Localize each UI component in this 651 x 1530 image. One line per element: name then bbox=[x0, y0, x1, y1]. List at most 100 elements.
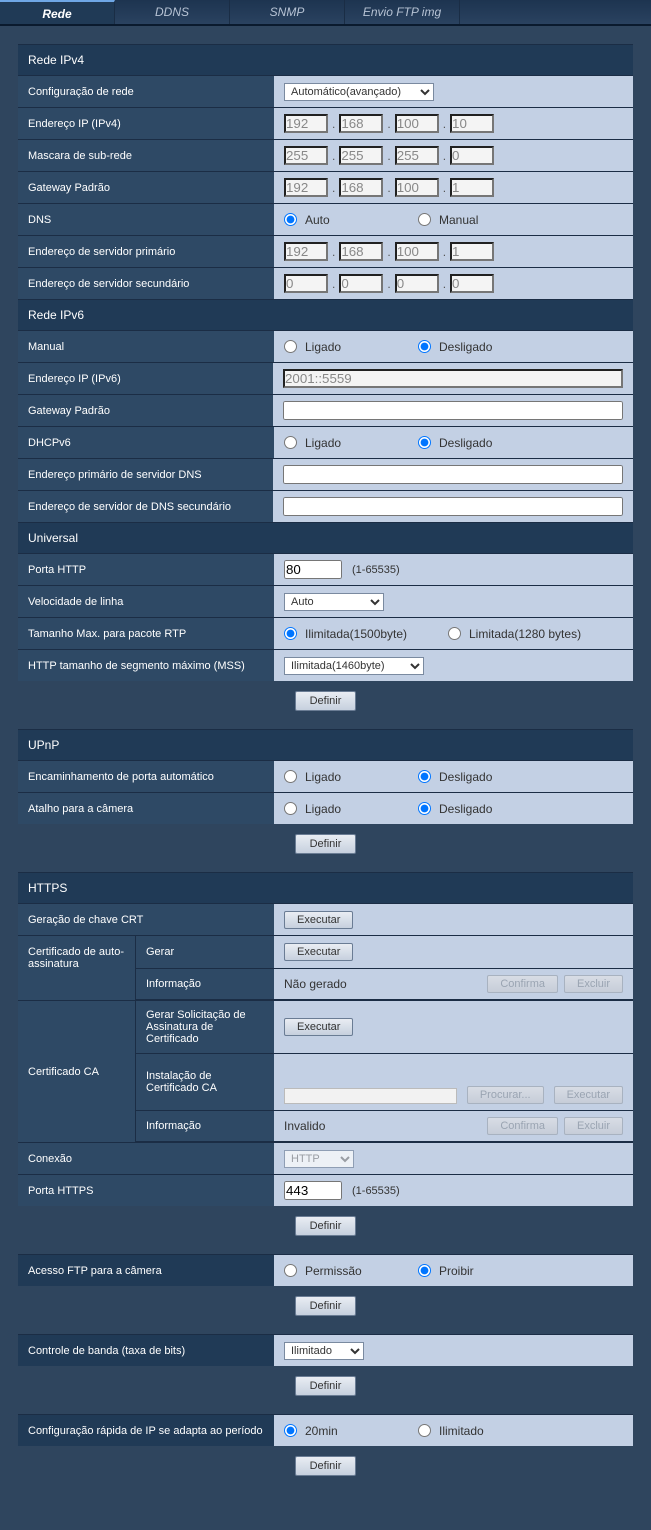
ipv4-addr-1[interactable] bbox=[284, 114, 328, 133]
ipquick-20-radio[interactable] bbox=[284, 1424, 297, 1437]
ftp-perm-label: Permissão bbox=[305, 1264, 362, 1278]
crt-exec-button[interactable]: Executar bbox=[284, 911, 353, 929]
ipv4-gw-4[interactable] bbox=[450, 178, 494, 197]
ftp-panel: Acesso FTP para a câmera Permissão Proib… bbox=[18, 1254, 633, 1316]
band-label: Controle de banda (taxa de bits) bbox=[18, 1335, 274, 1366]
upnp-fwd-off[interactable] bbox=[418, 770, 431, 783]
ipv4-mask-4[interactable] bbox=[450, 146, 494, 165]
upnp-shortcut-label: Atalho para a câmera bbox=[18, 793, 274, 824]
ipv6-sec-input[interactable] bbox=[283, 497, 623, 516]
tab-bar: Rede DDNS SNMP Envio FTP img bbox=[0, 0, 651, 26]
ipv4-prim-3[interactable] bbox=[395, 242, 439, 261]
ipv6-off-label: Desligado bbox=[439, 340, 492, 354]
upnp-fwd-on[interactable] bbox=[284, 770, 297, 783]
upnp-fwd-off-label: Desligado bbox=[439, 770, 492, 784]
rtp-unl-label: Ilimitada(1500byte) bbox=[305, 627, 407, 641]
ipv6-addr-label: Endereço IP (IPv6) bbox=[18, 363, 273, 394]
ipquick-unl-radio[interactable] bbox=[418, 1424, 431, 1437]
rtp-unlimited[interactable] bbox=[284, 627, 297, 640]
definir-button-5[interactable]: Definir bbox=[295, 1376, 357, 1396]
ipv4-config-select[interactable]: Automático(avançado) bbox=[284, 83, 434, 101]
ca-exec-button: Executar bbox=[554, 1086, 623, 1104]
ipv4-addr-3[interactable] bbox=[395, 114, 439, 133]
rtp-label: Tamanho Max. para pacote RTP bbox=[18, 618, 274, 649]
definir-button-6[interactable]: Definir bbox=[295, 1456, 357, 1476]
upnp-panel: UPnP Encaminhamento de porta automático … bbox=[18, 729, 633, 854]
mss-select[interactable]: Ilimitada(1460byte) bbox=[284, 657, 424, 675]
ipv4-prim-4[interactable] bbox=[450, 242, 494, 261]
ipv4-gw-3[interactable] bbox=[395, 178, 439, 197]
https-port-label: Porta HTTPS bbox=[18, 1175, 274, 1206]
ipv6-gw-input[interactable] bbox=[283, 401, 623, 420]
ipv4-mask-2[interactable] bbox=[339, 146, 383, 165]
upnp-header: UPnP bbox=[18, 729, 633, 760]
ipv4-sec-1[interactable] bbox=[284, 274, 328, 293]
ipv4-prim-2[interactable] bbox=[339, 242, 383, 261]
upnp-sc-on[interactable] bbox=[284, 802, 297, 815]
ca-install-label: Instalação de Certificado CA bbox=[136, 1054, 274, 1110]
https-conn-select: HTTP bbox=[284, 1150, 354, 1168]
selfsign-gerar-label: Gerar bbox=[136, 936, 274, 968]
ca-browse-button[interactable]: Procurar... bbox=[467, 1086, 544, 1104]
https-header: HTTPS bbox=[18, 872, 633, 903]
upnp-sc-off[interactable] bbox=[418, 802, 431, 815]
selfsign-exec-button[interactable]: Executar bbox=[284, 943, 353, 961]
selfsign-delete-button: Excluir bbox=[564, 975, 623, 993]
ipquick-panel: Configuração rápida de IP se adapta ao p… bbox=[18, 1414, 633, 1476]
tab-ddns[interactable]: DDNS bbox=[115, 0, 230, 24]
http-port-input[interactable] bbox=[284, 560, 342, 579]
ipv4-addr-2[interactable] bbox=[339, 114, 383, 133]
ipv6-prim-input[interactable] bbox=[283, 465, 623, 484]
ftp-perm-radio[interactable] bbox=[284, 1264, 297, 1277]
ftp-deny-label: Proibir bbox=[439, 1264, 474, 1278]
ipv4-mask-3[interactable] bbox=[395, 146, 439, 165]
ca-info-value: Invalido bbox=[284, 1119, 325, 1133]
ipv4-prim-1[interactable] bbox=[284, 242, 328, 261]
definir-button-2[interactable]: Definir bbox=[295, 834, 357, 854]
ipv4-sec-4[interactable] bbox=[450, 274, 494, 293]
ipv4-addr-4[interactable] bbox=[450, 114, 494, 133]
definir-button-4[interactable]: Definir bbox=[295, 1296, 357, 1316]
definir-button-3[interactable]: Definir bbox=[295, 1216, 357, 1236]
tab-snmp[interactable]: SNMP bbox=[230, 0, 345, 24]
dns-manual-radio[interactable] bbox=[418, 213, 431, 226]
dhcp6-off[interactable] bbox=[418, 436, 431, 449]
ipv4-gw-1[interactable] bbox=[284, 178, 328, 197]
band-select[interactable]: Ilimitado bbox=[284, 1342, 364, 1360]
ipv4-mask-1[interactable] bbox=[284, 146, 328, 165]
upnp-fwd-on-label: Ligado bbox=[305, 770, 341, 784]
rtp-lim-label: Limitada(1280 bytes) bbox=[469, 627, 581, 641]
ipv4-mask-label: Mascara de sub-rede bbox=[18, 140, 274, 171]
ipv4-sec-label: Endereço de servidor secundário bbox=[18, 268, 274, 299]
ipv4-sec-3[interactable] bbox=[395, 274, 439, 293]
rtp-limited[interactable] bbox=[448, 627, 461, 640]
ca-file-input[interactable] bbox=[284, 1088, 457, 1104]
ipv6-header: Rede IPv6 bbox=[18, 299, 633, 330]
band-panel: Controle de banda (taxa de bits) Ilimita… bbox=[18, 1334, 633, 1396]
dns-manual-label: Manual bbox=[439, 213, 478, 227]
dns-auto-radio[interactable] bbox=[284, 213, 297, 226]
ca-csr-exec-button[interactable]: Executar bbox=[284, 1018, 353, 1036]
selfsign-info-label: Informação bbox=[136, 969, 274, 999]
tab-ftp[interactable]: Envio FTP img bbox=[345, 0, 460, 24]
ipv6-sec-label: Endereço de servidor de DNS secundário bbox=[18, 491, 273, 522]
ftp-deny-radio[interactable] bbox=[418, 1264, 431, 1277]
ca-info-label: Informação bbox=[136, 1111, 274, 1141]
ca-csr-label: Gerar Solicitação de Assinatura de Certi… bbox=[136, 1001, 274, 1053]
https-port-input[interactable] bbox=[284, 1181, 342, 1200]
ipv6-manual-on[interactable] bbox=[284, 340, 297, 353]
ipv4-sec-2[interactable] bbox=[339, 274, 383, 293]
ipv6-manual-off[interactable] bbox=[418, 340, 431, 353]
mss-label: HTTP tamanho de segmento máximo (MSS) bbox=[18, 650, 274, 681]
dhcp6-on[interactable] bbox=[284, 436, 297, 449]
ipv6-addr-input[interactable] bbox=[283, 369, 623, 388]
ipv4-config-label: Configuração de rede bbox=[18, 76, 274, 107]
ipv4-gw-2[interactable] bbox=[339, 178, 383, 197]
http-port-label: Porta HTTP bbox=[18, 554, 274, 585]
selfsign-info-value: Não gerado bbox=[284, 977, 347, 991]
speed-select[interactable]: Auto bbox=[284, 593, 384, 611]
ca-confirm-button: Confirma bbox=[487, 1117, 558, 1135]
definir-button-1[interactable]: Definir bbox=[295, 691, 357, 711]
ipv4-addr-label: Endereço IP (IPv4) bbox=[18, 108, 274, 139]
tab-rede[interactable]: Rede bbox=[0, 0, 115, 24]
